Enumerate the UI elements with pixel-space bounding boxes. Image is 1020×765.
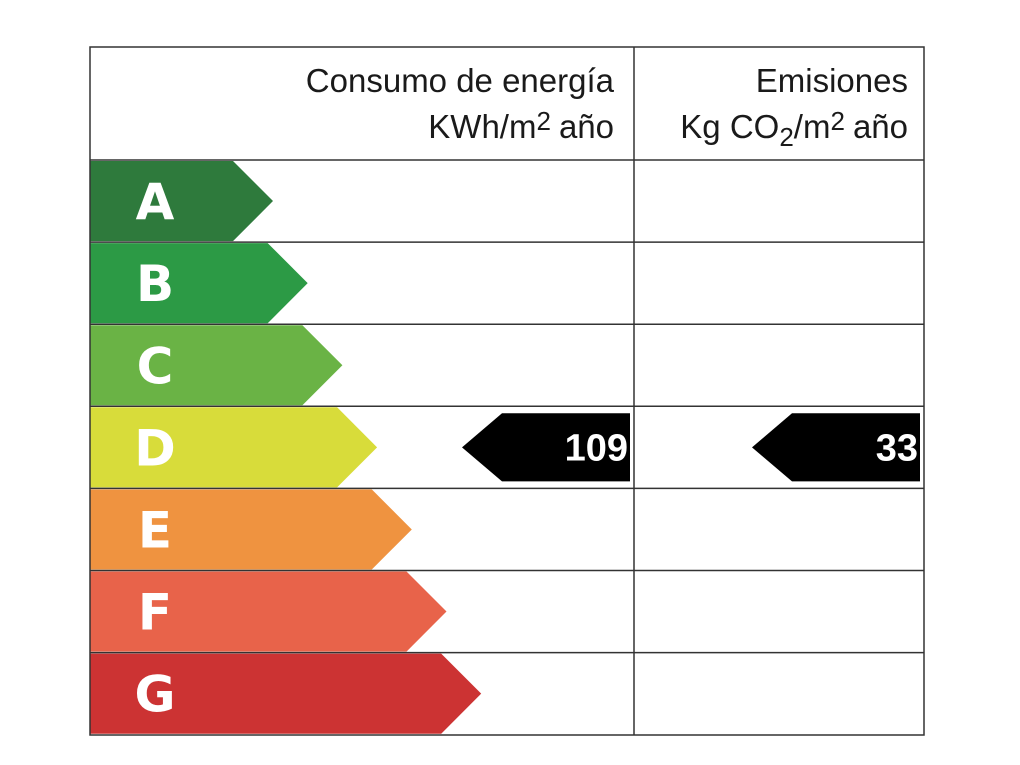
indicator-value: 109 (565, 427, 628, 469)
rating-letter: A (136, 173, 175, 231)
indicator-arrow (462, 413, 630, 482)
rating-arrow (90, 161, 273, 242)
emissions-unit: Kg CO2/m2 año (680, 106, 908, 152)
rating-arrow (90, 243, 308, 324)
unit-part: /m (794, 108, 831, 145)
rating-arrow (90, 325, 343, 406)
rating-letter: F (138, 584, 172, 642)
rating-arrow (90, 489, 412, 570)
unit-part: año (853, 108, 908, 145)
rating-letter: D (134, 419, 176, 477)
rating-letter: B (136, 255, 174, 313)
unit-sup: 2 (830, 106, 844, 136)
indicator-arrow (752, 413, 920, 482)
indicator-value: 33 (876, 427, 918, 469)
unit-sub: 2 (779, 122, 793, 152)
rating-arrow (90, 407, 378, 488)
unit-part: año (559, 108, 614, 145)
table-border (89, 46, 925, 736)
unit-sup: 2 (536, 106, 550, 136)
unit-part: Kg CO (680, 108, 779, 145)
rating-letter: C (137, 337, 174, 395)
unit-part: KWh/m (428, 108, 536, 145)
consumption-title: Consumo de energía (306, 62, 615, 99)
emissions-title: Emisiones (756, 62, 908, 99)
consumption-unit: KWh/m2 año (428, 106, 614, 145)
rating-arrow (90, 571, 447, 652)
rating-letter: G (134, 666, 175, 724)
rating-letter: E (138, 501, 172, 559)
rating-arrow (90, 653, 482, 734)
